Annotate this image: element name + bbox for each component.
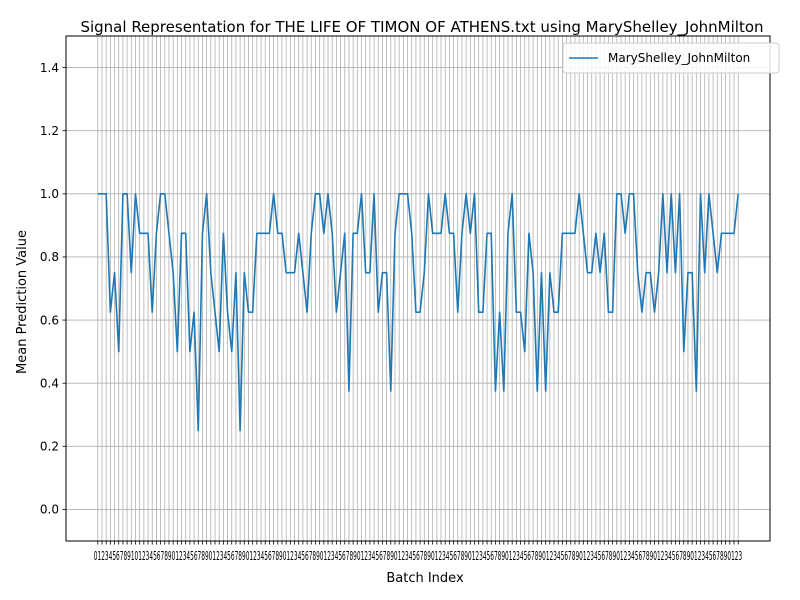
series-line-maryshelley-johnmilton (97, 193, 739, 432)
chart-title: Signal Representation for THE LIFE OF TI… (80, 18, 763, 37)
y-tick-label: 0.4 (40, 376, 59, 390)
y-tick-label: 0.6 (40, 313, 59, 327)
y-tick-label: 1.0 (40, 187, 59, 201)
x-tick-labels: 0123456789101234567890123456789012345678… (94, 549, 742, 563)
legend: MaryShelley_JohnMilton (562, 42, 780, 74)
legend-box (562, 42, 780, 74)
series-layer (97, 193, 739, 432)
y-tick-label: 0.2 (40, 440, 59, 454)
legend-label: MaryShelley_JohnMilton (608, 51, 750, 65)
y-tick-label: 0.8 (40, 250, 59, 264)
y-tick-label: 0.0 (40, 503, 59, 517)
x-axis-label: Batch Index (386, 571, 464, 586)
plot-frame (65, 35, 771, 542)
y-axis-ticks: 0.0 0.2 0.4 0.6 0.8 1.0 1.2 1.4 (40, 61, 66, 517)
y-tick-label: 1.2 (40, 124, 59, 138)
x-axis-ticks: 0123456789101234567890123456789012345678… (94, 541, 742, 563)
y-tick-label: 1.4 (40, 61, 59, 75)
y-axis-label: Mean Prediction Value (15, 230, 30, 374)
